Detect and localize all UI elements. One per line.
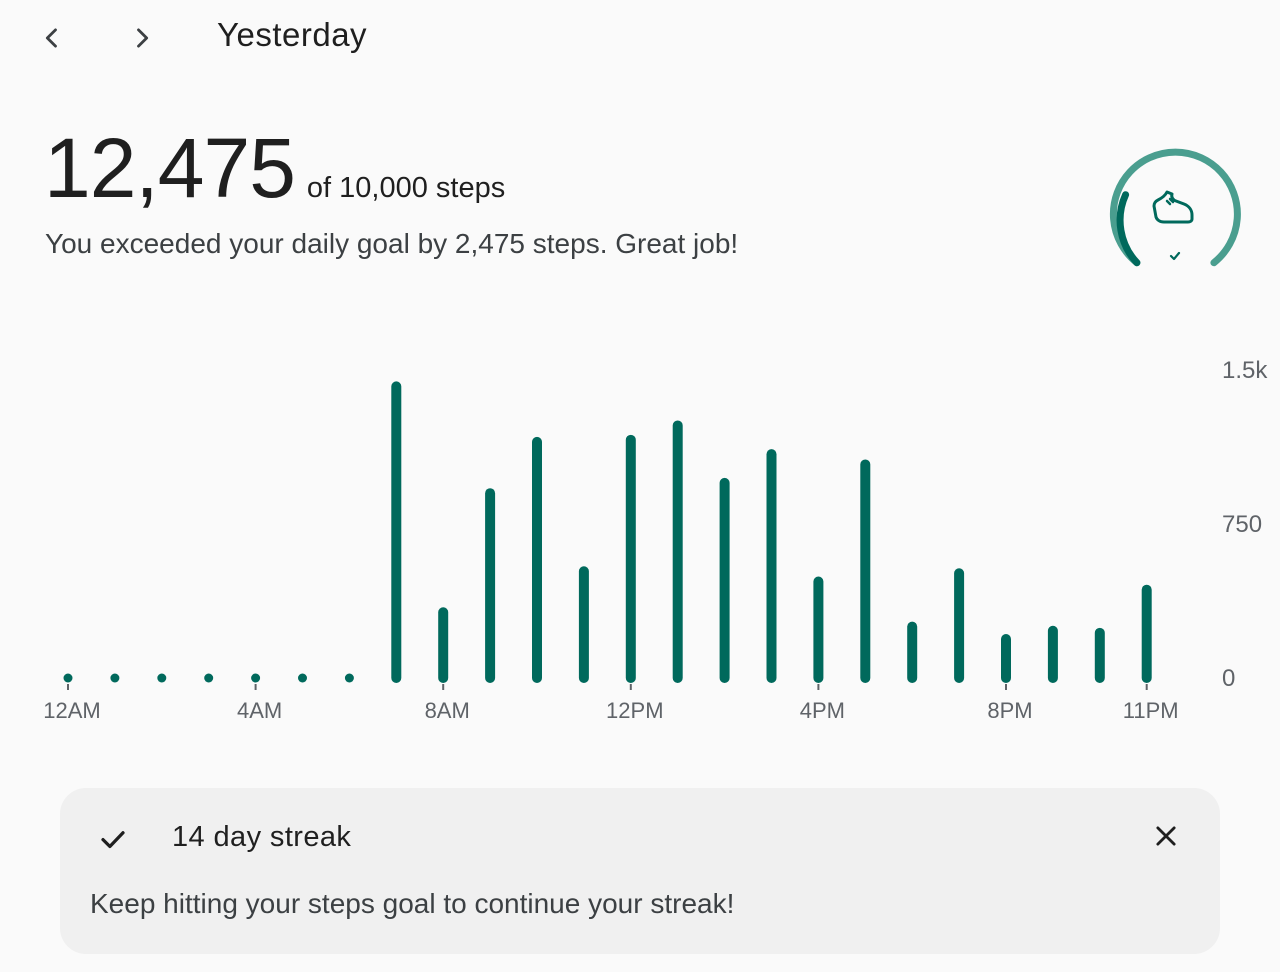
check-icon: [1169, 251, 1181, 261]
steps-summary: 12,475 of 10,000 steps: [44, 126, 505, 210]
goal-message: You exceeded your daily goal by 2,475 st…: [45, 228, 739, 259]
x-tick-label: 8AM: [425, 698, 470, 723]
bar-hour-2[interactable]: [157, 673, 167, 683]
steps-count: 12,475: [44, 121, 296, 215]
hourly-steps-chart: 12AM 4AM 8AM 12PM 4PM 8PM 11PM 1.5k 750 0: [43, 357, 1268, 723]
y-tick-label: 0: [1222, 665, 1235, 692]
bar-hour-0[interactable]: [63, 673, 73, 683]
steps-goal-text: of 10,000 steps: [306, 172, 506, 204]
chevron-right-icon: [137, 28, 149, 48]
next-day-button[interactable]: [118, 14, 166, 62]
previous-day-button[interactable]: [28, 14, 76, 62]
goal-ring-arc: [1109, 148, 1241, 267]
chevron-left-icon: [45, 28, 57, 48]
chart-y-axis: 1.5k 750 0: [1222, 357, 1268, 692]
bar-hour-4[interactable]: [251, 673, 261, 683]
shoe-icon: [1152, 190, 1194, 224]
check-icon: [101, 831, 125, 849]
goal-ring-exceeded-arc: [1116, 191, 1141, 267]
chart-x-axis: 12AM 4AM 8AM 12PM 4PM 8PM 11PM: [43, 684, 1179, 723]
streak-message: Keep hitting your steps goal to continue…: [90, 888, 735, 919]
bar-hour-5[interactable]: [298, 673, 307, 683]
goal-progress-ring[interactable]: [1098, 140, 1250, 280]
dismiss-streak-button[interactable]: [1146, 816, 1186, 856]
x-tick-label: 4AM: [237, 698, 282, 723]
close-icon: [1156, 826, 1176, 846]
bar-hour-3[interactable]: [204, 673, 214, 683]
chart-bars: [63, 381, 1152, 683]
y-tick-label: 750: [1222, 511, 1262, 538]
x-tick-label: 12PM: [606, 698, 663, 723]
streak-card: 14 day streak Keep hitting your steps go…: [60, 788, 1220, 954]
y-tick-label: 1.5k: [1222, 357, 1268, 384]
x-tick-label: 11PM: [1123, 698, 1179, 723]
x-tick-label: 4PM: [800, 698, 845, 723]
bar-hour-1[interactable]: [110, 673, 120, 683]
x-tick-label: 8PM: [987, 698, 1032, 723]
streak-title: 14 day streak: [172, 821, 352, 853]
x-tick-label: 12AM: [43, 698, 100, 723]
bar-hour-6[interactable]: [344, 673, 354, 683]
page-title: Yesterday: [217, 16, 368, 53]
